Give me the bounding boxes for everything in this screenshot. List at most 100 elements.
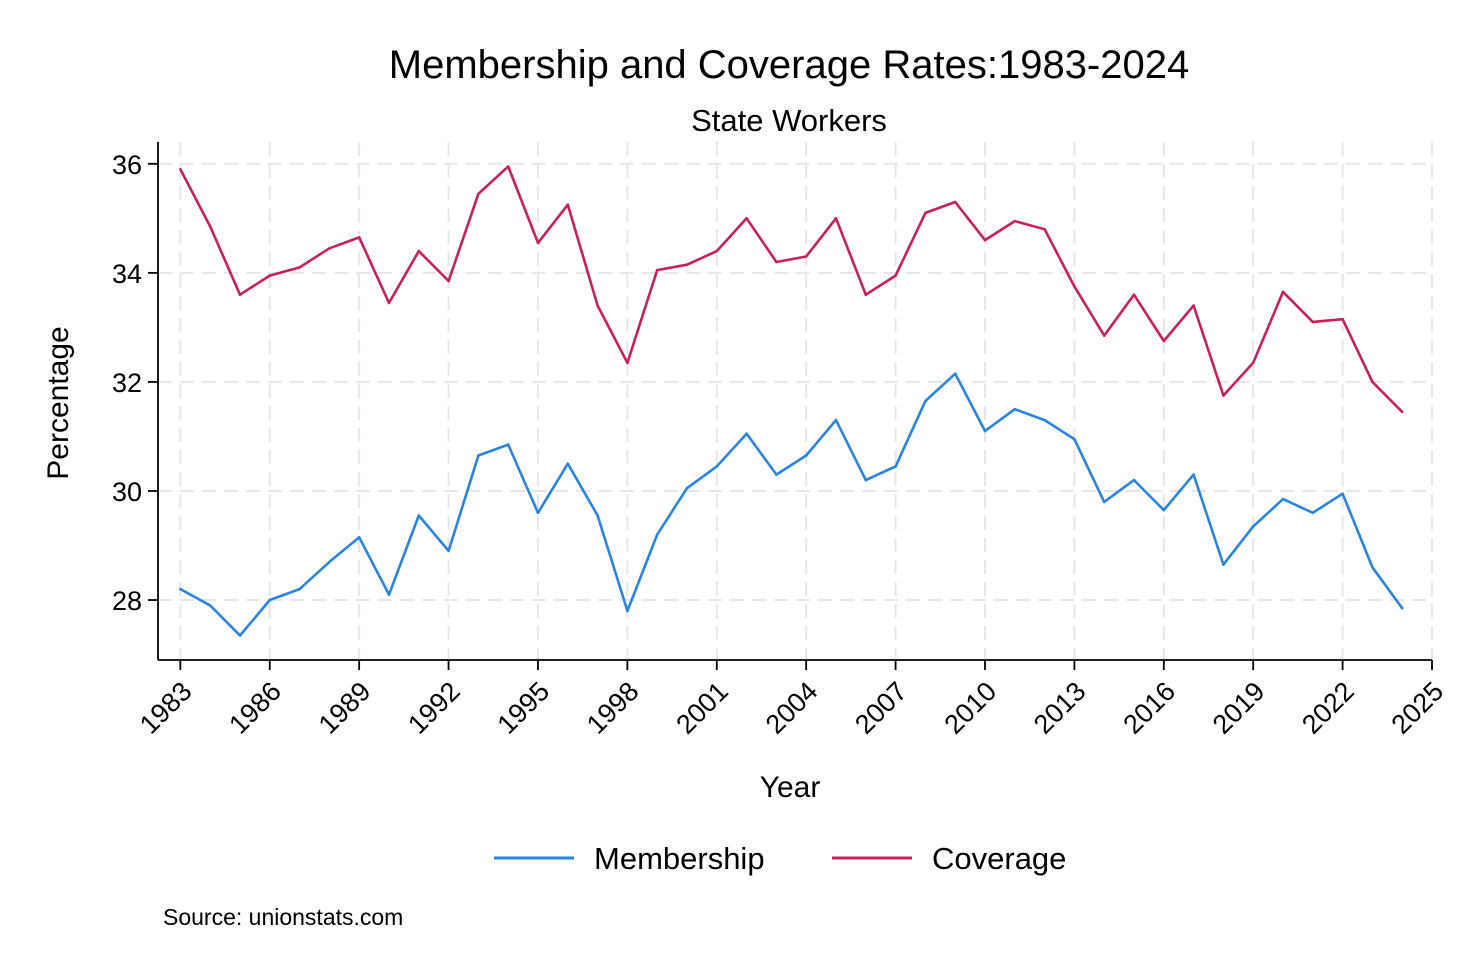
x-tick-label: 1995 (492, 676, 556, 740)
data-point-membership (953, 372, 957, 376)
data-point-membership (1341, 492, 1344, 496)
data-point-coverage (298, 266, 301, 269)
data-point-coverage (1073, 285, 1076, 288)
data-point-membership (477, 454, 480, 457)
x-tick-label: 2022 (1296, 676, 1360, 740)
data-point-coverage (1192, 304, 1195, 307)
y-tick-label: 30 (112, 477, 142, 507)
legend: Membership Coverage (494, 841, 1066, 876)
series-line-coverage (179, 165, 1404, 413)
data-point-coverage (238, 293, 242, 297)
data-point-coverage (506, 165, 510, 168)
data-point-membership (1311, 511, 1315, 515)
data-point-coverage (179, 168, 182, 171)
legend-label-coverage: Coverage (932, 841, 1066, 876)
data-point-membership (179, 587, 182, 591)
x-axis-title: Year (760, 771, 821, 804)
data-point-membership (1222, 563, 1225, 566)
data-point-coverage (1132, 293, 1136, 297)
x-tick-label: 2025 (1386, 676, 1450, 740)
data-point-coverage (953, 200, 957, 204)
data-point-membership (924, 399, 927, 403)
data-point-membership (387, 593, 391, 596)
y-tick-label: 36 (112, 150, 142, 180)
y-tick-label: 28 (112, 586, 142, 616)
series-lines (179, 165, 1404, 637)
x-tick-label: 1986 (223, 676, 287, 740)
data-point-coverage (1043, 227, 1046, 231)
x-tick-label: 2004 (760, 676, 824, 740)
data-point-coverage (268, 274, 272, 277)
data-point-coverage (447, 279, 450, 283)
data-point-coverage (924, 211, 927, 215)
data-point-membership (775, 473, 778, 476)
data-point-membership (566, 462, 570, 466)
x-tick-label: 2010 (939, 676, 1003, 740)
data-point-membership (1043, 418, 1046, 422)
data-point-coverage (983, 238, 987, 242)
data-point-membership (834, 418, 838, 422)
data-point-coverage (566, 203, 570, 206)
data-point-membership (208, 604, 212, 607)
x-tick-label: 1989 (313, 676, 377, 740)
y-tick-label: 32 (112, 368, 142, 398)
data-point-membership (1132, 478, 1136, 482)
data-point-membership (1251, 525, 1255, 528)
data-point-membership (1162, 508, 1166, 512)
legend-label-membership: Membership (594, 841, 765, 876)
chart-subtitle: State Workers (691, 103, 887, 138)
data-point-coverage (357, 236, 361, 239)
data-point-membership (596, 514, 599, 517)
data-point-coverage (1281, 290, 1285, 294)
data-point-membership (298, 587, 301, 591)
data-point-coverage (894, 274, 897, 277)
data-point-membership (804, 454, 808, 457)
chart-title: Membership and Coverage Rates:1983-2024 (389, 43, 1190, 87)
data-point-membership (894, 465, 897, 468)
data-point-coverage (1222, 394, 1225, 397)
y-tick-label: 34 (112, 259, 142, 289)
data-point-membership (357, 536, 361, 539)
data-point-coverage (745, 217, 748, 220)
data-point-coverage (1400, 410, 1404, 414)
axes: 28 30 32 34 36 1983 1986 1989 1992 1995 1998 2001 20… (112, 142, 1449, 740)
data-point-membership (417, 514, 421, 517)
data-point-coverage (1102, 334, 1106, 337)
data-point-coverage (1371, 380, 1374, 384)
data-point-membership (1013, 407, 1017, 411)
data-point-coverage (1013, 219, 1017, 223)
data-point-membership (268, 598, 272, 602)
y-axis-title: Percentage (42, 326, 75, 479)
data-point-coverage (804, 255, 808, 258)
data-point-coverage (208, 225, 212, 228)
data-point-coverage (328, 247, 331, 250)
data-point-coverage (1162, 339, 1166, 343)
data-point-membership (1192, 473, 1195, 476)
data-point-membership (1073, 437, 1076, 441)
data-point-coverage (596, 304, 599, 307)
data-point-membership (626, 609, 629, 613)
data-point-membership (1371, 566, 1374, 569)
data-point-coverage (775, 260, 778, 264)
data-point-membership (715, 465, 719, 468)
data-point-membership (506, 443, 510, 446)
data-point-coverage (864, 293, 868, 297)
data-point-membership (745, 432, 748, 436)
source-note: Source: unionstats.com (163, 904, 403, 930)
x-tick-label: 1992 (402, 676, 466, 740)
data-point-coverage (715, 249, 719, 253)
data-point-coverage (834, 217, 838, 220)
data-point-membership (1281, 497, 1285, 501)
x-tick-label: 2013 (1028, 676, 1092, 740)
data-point-coverage (1311, 320, 1315, 324)
data-point-coverage (536, 241, 540, 245)
x-tick-label: 2019 (1207, 676, 1271, 740)
data-point-coverage (685, 263, 689, 267)
data-point-membership (655, 533, 659, 536)
data-point-coverage (387, 301, 391, 305)
grid-lines (158, 142, 1433, 660)
x-tick-label: 2007 (849, 676, 913, 740)
data-point-coverage (1251, 361, 1255, 365)
